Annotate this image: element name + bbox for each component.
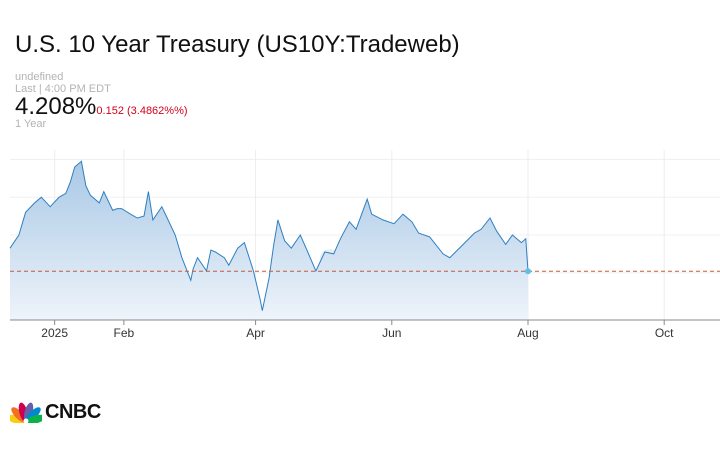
x-tick-label: Jun [382, 326, 401, 340]
undefined-label: undefined [15, 71, 64, 83]
cnbc-logo-text: CNBC [45, 400, 101, 423]
x-tick-label: Oct [655, 326, 674, 340]
page-title: U.S. 10 Year Treasury (US10Y:Tradeweb) [15, 31, 460, 58]
last-trade-time: Last | 4:00 PM EDT [15, 83, 111, 95]
x-axis-ticks: 2025 Feb Apr Jun Aug Oct [41, 320, 674, 340]
x-tick-label: Aug [517, 326, 538, 340]
range-label[interactable]: 1 Year [15, 118, 47, 130]
peacock-icon [10, 402, 42, 423]
x-tick-label: Feb [114, 326, 135, 340]
yield-line [9, 160, 529, 311]
cnbc-logo[interactable]: CNBC [10, 400, 101, 424]
price-change: 0.152 (3.4862%%) [96, 105, 188, 117]
last-price-marker[interactable] [524, 268, 531, 275]
yield-area [10, 161, 528, 320]
price-row: 4.208%0.152 (3.4862%%) [15, 93, 188, 121]
x-tick-label: 2025 [41, 326, 68, 340]
x-tick-label: Apr [246, 326, 265, 340]
last-price: 4.208% [15, 93, 97, 120]
